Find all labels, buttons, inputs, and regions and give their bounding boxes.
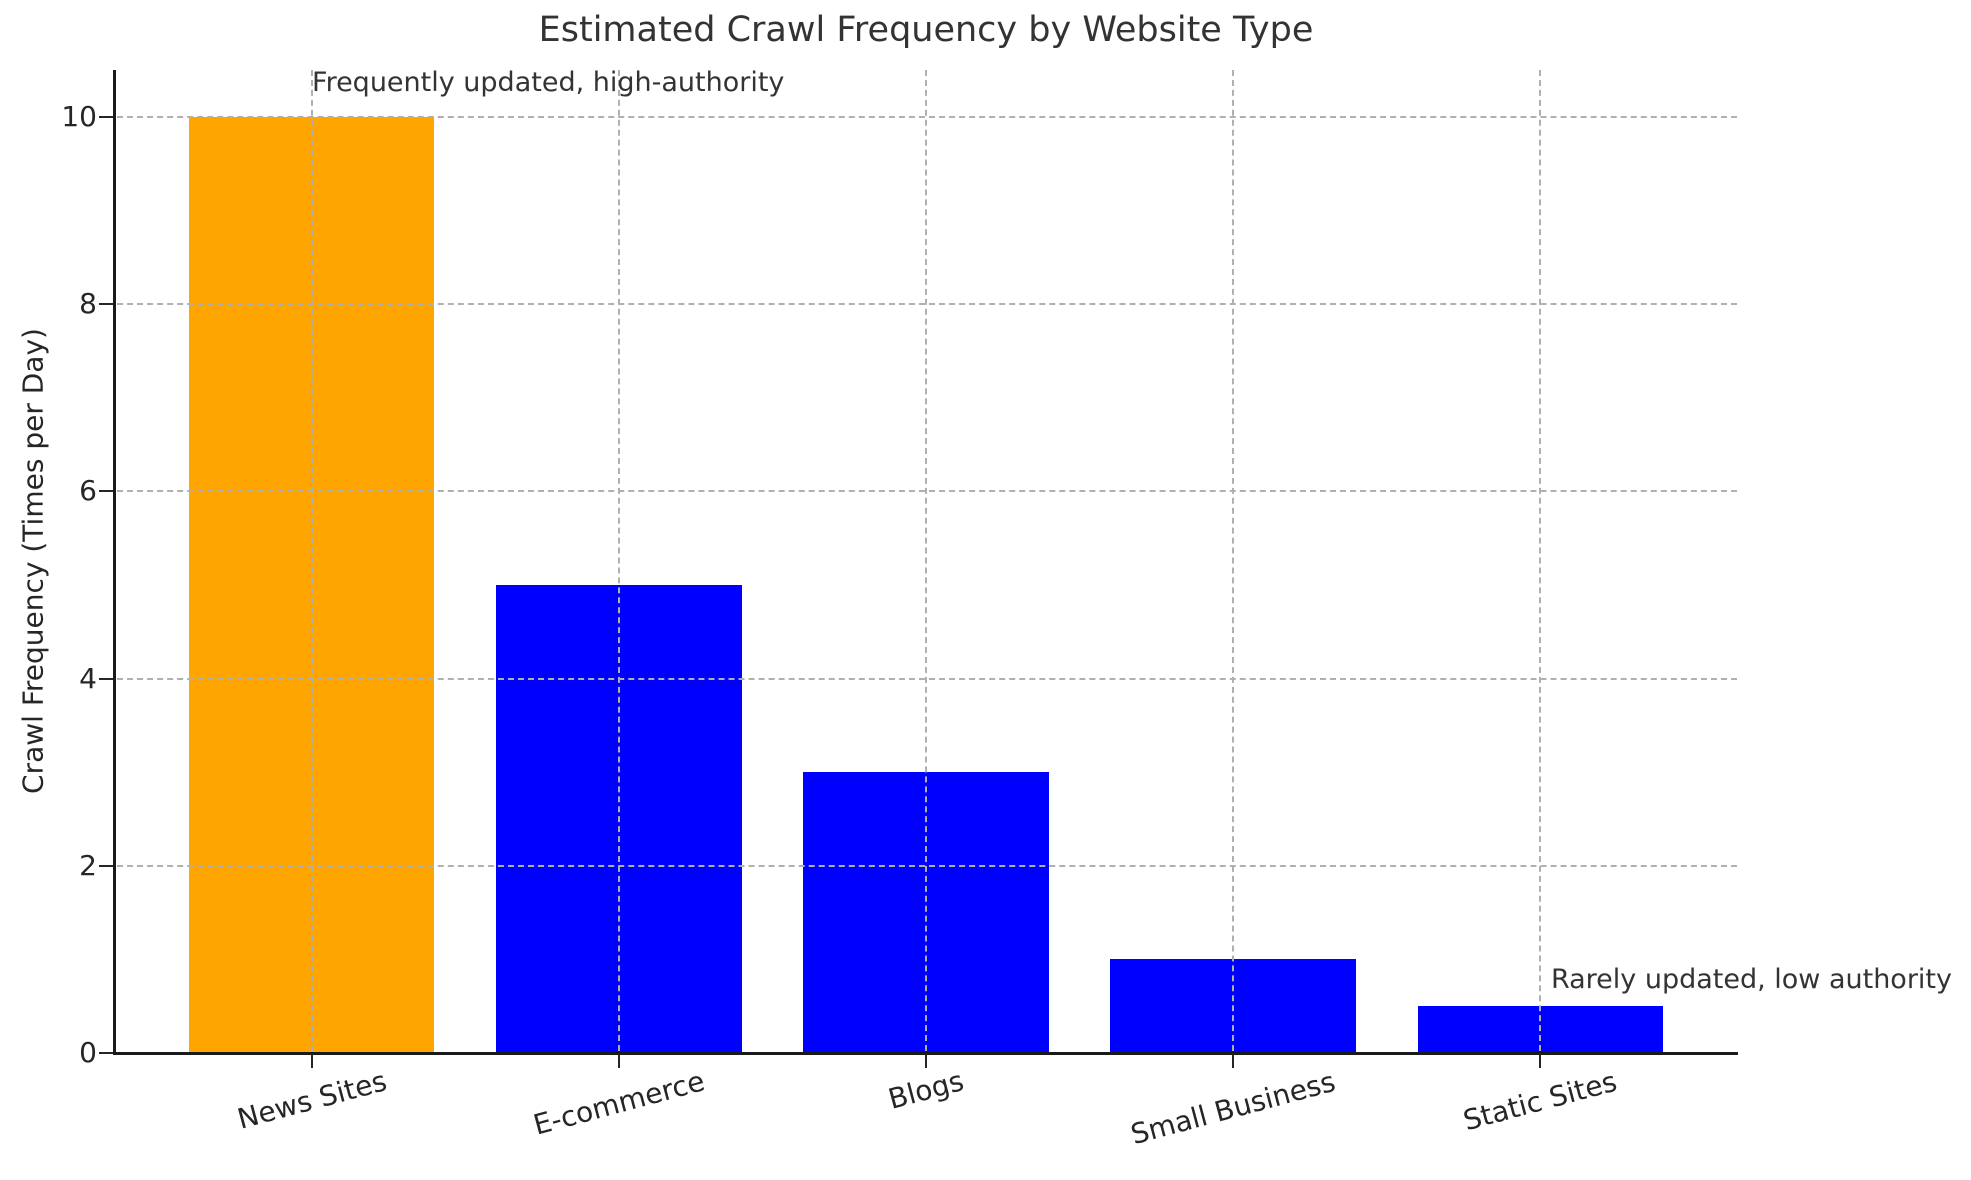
y-tick-label-4: 4 — [79, 661, 97, 695]
gridline-y-6 — [117, 490, 1737, 493]
y-tick-label-6: 6 — [79, 474, 97, 508]
gridline-y-2 — [117, 864, 1737, 867]
x-tick-static-sites — [1539, 1054, 1542, 1068]
x-tick-blogs — [925, 1054, 927, 1068]
x-tick-label-news-sites: News Sites — [233, 1064, 390, 1137]
x-tick-label-small-business: Small Business — [1127, 1064, 1339, 1151]
y-tick-6 — [99, 490, 113, 493]
x-tick-label-blogs: Blogs — [884, 1064, 968, 1117]
gridline-x-blogs — [925, 70, 927, 1051]
gridline-x-small-business — [1232, 70, 1235, 1051]
gridline-y-8 — [117, 303, 1737, 306]
y-tick-label-10: 10 — [61, 99, 97, 133]
annotation-high-authority: Frequently updated, high-authority — [312, 67, 785, 98]
y-tick-8 — [99, 303, 113, 306]
y-tick-label-8: 8 — [79, 286, 97, 320]
x-tick-label-static-sites: Static Sites — [1460, 1064, 1621, 1138]
y-axis-label: Crawl Frequency (Times per Day) — [16, 328, 50, 794]
annotation-low-authority: Rarely updated, low authority — [1550, 964, 1952, 995]
x-tick-label-e-commerce: E-commerce — [529, 1064, 708, 1142]
y-tick-10 — [99, 115, 113, 118]
x-tick-e-commerce — [617, 1054, 620, 1068]
y-tick-label-0: 0 — [79, 1035, 97, 1069]
gridline-y-10 — [117, 115, 1737, 118]
y-tick-4 — [99, 677, 113, 680]
x-tick-small-business — [1232, 1054, 1235, 1068]
y-tick-label-2: 2 — [79, 848, 97, 882]
gridline-y-4 — [117, 677, 1737, 680]
x-axis-spine — [113, 1052, 1738, 1055]
gridline-x-static-sites — [1539, 70, 1542, 1051]
y-axis-spine — [113, 70, 116, 1053]
gridline-x-news-sites — [310, 70, 313, 1051]
x-tick-news-sites — [310, 1054, 313, 1068]
gridline-x-e-commerce — [617, 70, 620, 1051]
chart-title: Estimated Crawl Frequency by Website Typ… — [538, 10, 1314, 50]
y-tick-0 — [99, 1052, 113, 1054]
y-tick-2 — [99, 864, 113, 867]
